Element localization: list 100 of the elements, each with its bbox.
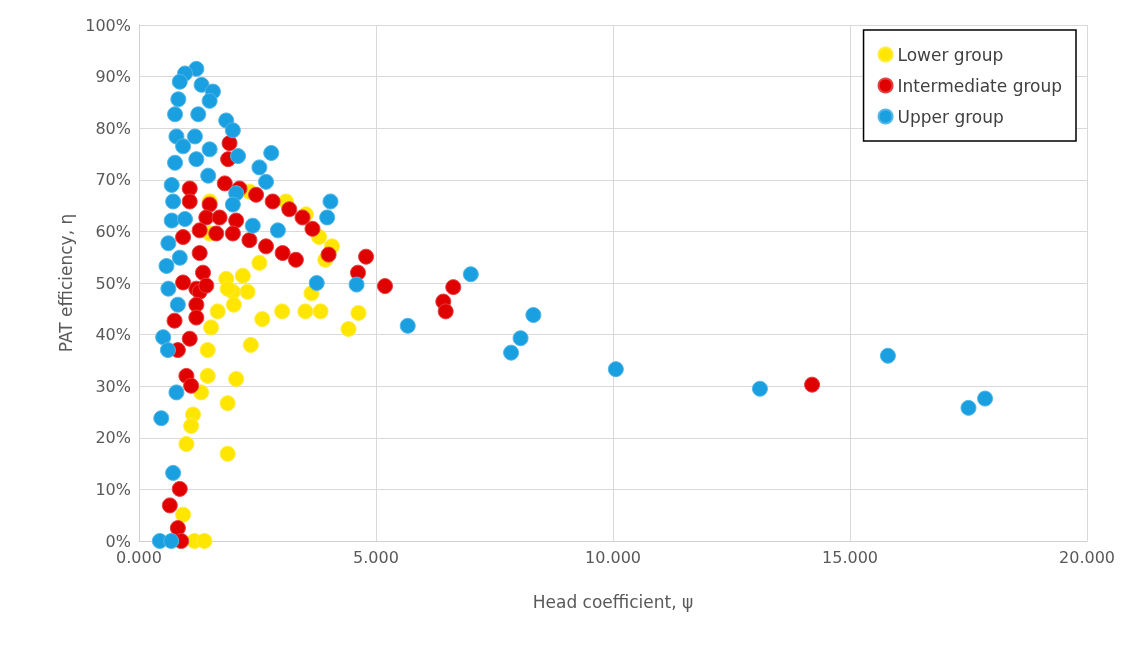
point [191,222,208,239]
point [242,336,259,353]
point [241,232,258,249]
point [258,238,275,255]
point [211,209,228,226]
point [304,220,321,237]
point [199,342,216,359]
point [171,249,188,266]
point [350,304,367,321]
point [183,377,200,394]
point [201,141,218,158]
point [163,176,180,193]
point [188,296,205,313]
point [264,193,281,210]
point [201,92,218,109]
point [198,277,215,294]
point [155,329,172,346]
point [274,245,291,262]
point [224,122,241,139]
point [181,330,198,347]
point [308,275,325,291]
point [320,246,337,263]
point [165,193,182,210]
point [160,235,177,252]
point [322,193,339,210]
point [183,417,200,434]
point [224,225,241,242]
point [751,380,768,397]
point [219,445,236,462]
point [199,367,216,384]
y-tick-label: 10% [95,479,131,499]
point [161,497,178,514]
point [251,254,268,271]
x-tick-label: 10.000 [585,547,641,567]
point [225,296,242,313]
point [203,319,220,336]
point [244,217,261,234]
point [167,154,184,171]
point [159,342,176,359]
point [175,138,192,155]
point [512,330,529,347]
point [258,173,275,190]
point [879,347,896,364]
point [170,91,187,108]
point [153,410,170,427]
point [200,167,217,184]
point [281,201,298,218]
x-axis-title: Head coefficient, ψ [532,591,694,612]
point [462,266,479,283]
point [977,390,994,407]
point [175,229,192,246]
point [191,245,208,262]
point [193,76,210,93]
x-tick-label: 20.000 [1059,547,1115,567]
point [377,278,394,295]
point [358,248,375,265]
point [221,135,238,152]
y-tick-label: 100% [85,15,131,35]
point [169,296,186,313]
y-tick-label: 80% [95,118,131,138]
x-tick-label: 15.000 [822,547,878,567]
point [176,211,193,228]
point [254,311,271,328]
point [263,144,280,161]
point [287,251,304,268]
y-tick-label: 90% [95,67,131,87]
point [196,533,213,549]
point [230,148,247,165]
point [348,276,365,293]
legend-label: Lower group [897,44,1004,65]
point [234,267,251,284]
y-tick-label: 40% [95,325,131,345]
point [168,384,185,401]
legend-label: Upper group [897,106,1004,127]
point [274,303,291,320]
y-tick-label: 70% [95,170,131,190]
point [175,506,192,523]
point [804,376,821,393]
point [209,303,226,320]
point [216,175,233,192]
point [228,370,245,387]
x-tick-label: 5.000 [353,547,399,567]
point [208,225,225,242]
point [163,533,180,549]
y-tick-label: 20% [95,428,131,448]
y-axis-title: PAT efficiency, η [55,213,76,353]
point [437,303,454,320]
point [503,344,520,361]
point [188,309,205,326]
point [312,303,329,320]
point [525,307,542,323]
y-tick-label: 60% [95,221,131,241]
point [228,212,245,229]
point [960,399,977,416]
y-tick-label: 30% [95,376,131,396]
point [158,257,175,274]
point [248,186,265,203]
point [165,464,182,481]
point [297,303,314,320]
point [181,193,198,210]
